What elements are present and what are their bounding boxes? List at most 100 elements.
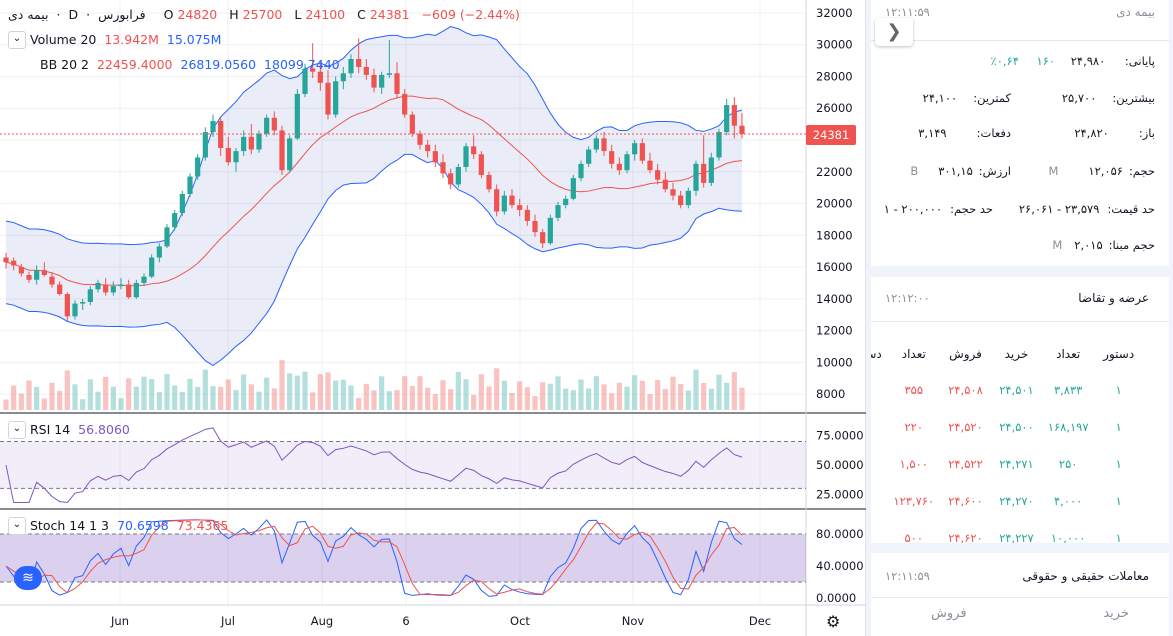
open-row: باز: ۲۴,۸۲۰ — [1074, 126, 1155, 146]
volume-bar — [540, 382, 545, 410]
time-axis-label: 6 — [402, 614, 409, 628]
volume-bar — [364, 384, 369, 410]
orderbook-cell: ۳,۸۳۳ — [1042, 371, 1094, 408]
candle-body — [578, 164, 583, 178]
candle-body — [333, 81, 338, 114]
volume-bar — [180, 392, 185, 410]
orderbook-cell: ۲۵۰ — [1042, 445, 1094, 482]
candle-body — [563, 199, 568, 205]
orderbook-title: عرضه و تقاضا — [1078, 291, 1149, 305]
last-price-tag: 24381 — [806, 125, 856, 145]
col-orders-buy: دستور — [1094, 337, 1143, 371]
candle-body — [356, 59, 361, 67]
rsi-collapse-button[interactable]: ⌄ — [8, 421, 26, 439]
volume-bar — [601, 384, 606, 410]
candle-body — [42, 270, 47, 275]
orderbook-cell: ۱ — [1094, 445, 1143, 482]
change-value: −609 (−2.44%) — [422, 7, 520, 22]
candle-body — [479, 154, 484, 175]
panel-title: بیمه دی — [1116, 5, 1155, 19]
open-stat-value: ۲۴,۸۲۰ — [1074, 126, 1109, 140]
volume-bar — [11, 386, 16, 411]
value-label: ارزش: — [979, 164, 1011, 178]
close-label: C — [357, 7, 366, 22]
stoch-collapse-button[interactable]: ⌄ — [8, 517, 26, 535]
col-sell: فروش — [940, 337, 991, 371]
candle-body — [724, 105, 729, 132]
col-buy: خرید — [991, 337, 1042, 371]
candle-body — [571, 178, 576, 199]
orderbook-cell: ۵۰۰ — [888, 519, 940, 543]
candle-body — [19, 267, 24, 273]
volume-bar — [49, 383, 54, 410]
candle-body — [141, 277, 146, 283]
open-stat-label: باز: — [1139, 126, 1155, 140]
candle-body — [180, 194, 185, 213]
candle-body — [149, 258, 154, 277]
volume-bar — [624, 387, 629, 410]
volume-bar — [279, 360, 284, 410]
volume-bar — [348, 386, 353, 411]
candle-body — [103, 285, 108, 293]
volume-bar — [34, 387, 39, 410]
volume-bar — [647, 394, 652, 410]
candle-body — [494, 189, 499, 211]
orderbook-cell: ۲۲۰ — [888, 408, 940, 445]
high-stat-value: ۲۵,۷۰۰ — [1062, 91, 1097, 105]
traders-buy-tab[interactable]: خرید — [1103, 606, 1129, 621]
candle-body — [295, 94, 300, 138]
orderbook-cell: ۱,۵۰۰ — [888, 445, 940, 482]
candle-body — [226, 148, 231, 162]
volume-bar — [571, 390, 576, 410]
indicator-icon[interactable]: ≋ — [14, 566, 42, 590]
price-range-row: حد قیمت: ۲۶,۰۶۱ - ۲۳,۵۷۹ — [1019, 202, 1155, 222]
candle-body — [609, 151, 614, 164]
volume-bar — [617, 383, 622, 410]
candle-body — [95, 283, 100, 289]
volume-bar — [709, 389, 714, 410]
volume-bar — [394, 390, 399, 410]
chevron-right-icon[interactable]: ❯ — [875, 18, 913, 46]
rsi-axis-label: 75.0000 — [816, 429, 864, 443]
volume-bar — [425, 388, 430, 410]
price-axis-label: 16000 — [816, 260, 853, 274]
time-axis-label: Nov — [622, 614, 645, 628]
volume-bar — [149, 379, 154, 410]
price-axis-label: 32000 — [816, 6, 853, 20]
bb-label: BB 20 2 — [40, 57, 89, 72]
rsi-value: 56.8060 — [78, 422, 130, 437]
value-stat-value: ۳۰۱,۱۵ — [938, 164, 973, 178]
orderbook-cell: ۱۶۸,۱۹۷ — [1042, 408, 1094, 445]
candle-body — [632, 143, 637, 154]
price-axis-label: 26000 — [816, 101, 853, 115]
candle-body — [195, 157, 200, 176]
volume-bar — [563, 389, 568, 410]
volume-unit: M — [1048, 164, 1058, 178]
volume-bar — [586, 389, 591, 411]
high-stat-label: بیشترین: — [1112, 91, 1155, 105]
volume-bar — [417, 376, 422, 410]
stats-card: بیمه دی ۱۲:۱۱:۵۹ ❯ پایانی: ۲۴,۹۸۰ ۱۶۰ ۰,… — [871, 0, 1169, 266]
settings-gear-icon[interactable]: ⚙ — [826, 612, 840, 631]
volume-bar — [195, 387, 200, 410]
collapse-legend-button[interactable]: ⌄ — [8, 31, 26, 49]
volume-bar — [525, 387, 530, 410]
stoch-legend: ⌄ Stoch 14 1 3 70.6598 73.4365 — [8, 517, 232, 535]
traders-sell-tab[interactable]: فروش — [931, 606, 967, 621]
stoch-d: 73.4365 — [177, 518, 229, 533]
volume-bar — [632, 375, 637, 410]
orderbook-cell: ۲ — [871, 445, 888, 482]
candle-body — [65, 294, 70, 316]
traders-time: ۱۲:۱۱:۵۹ — [885, 569, 930, 583]
candle-body — [34, 270, 39, 280]
volume-bar — [295, 376, 300, 410]
volume-legend: ⌄ Volume 20 13.942M 15.075M — [8, 31, 225, 49]
chart-canvas[interactable]: 3200030000280002600024000220002000018000… — [0, 0, 866, 636]
price-chart[interactable]: 3200030000280002600024000220002000018000… — [0, 0, 866, 636]
last-percent: ۰,۶۴٪ — [991, 54, 1019, 68]
volume-bar — [95, 392, 100, 410]
count-value: ۳,۱۴۹ — [918, 126, 946, 140]
candle-body — [686, 191, 691, 205]
candle-body — [302, 69, 307, 94]
base-vol-value: ۲,۰۱۵ — [1074, 238, 1102, 252]
